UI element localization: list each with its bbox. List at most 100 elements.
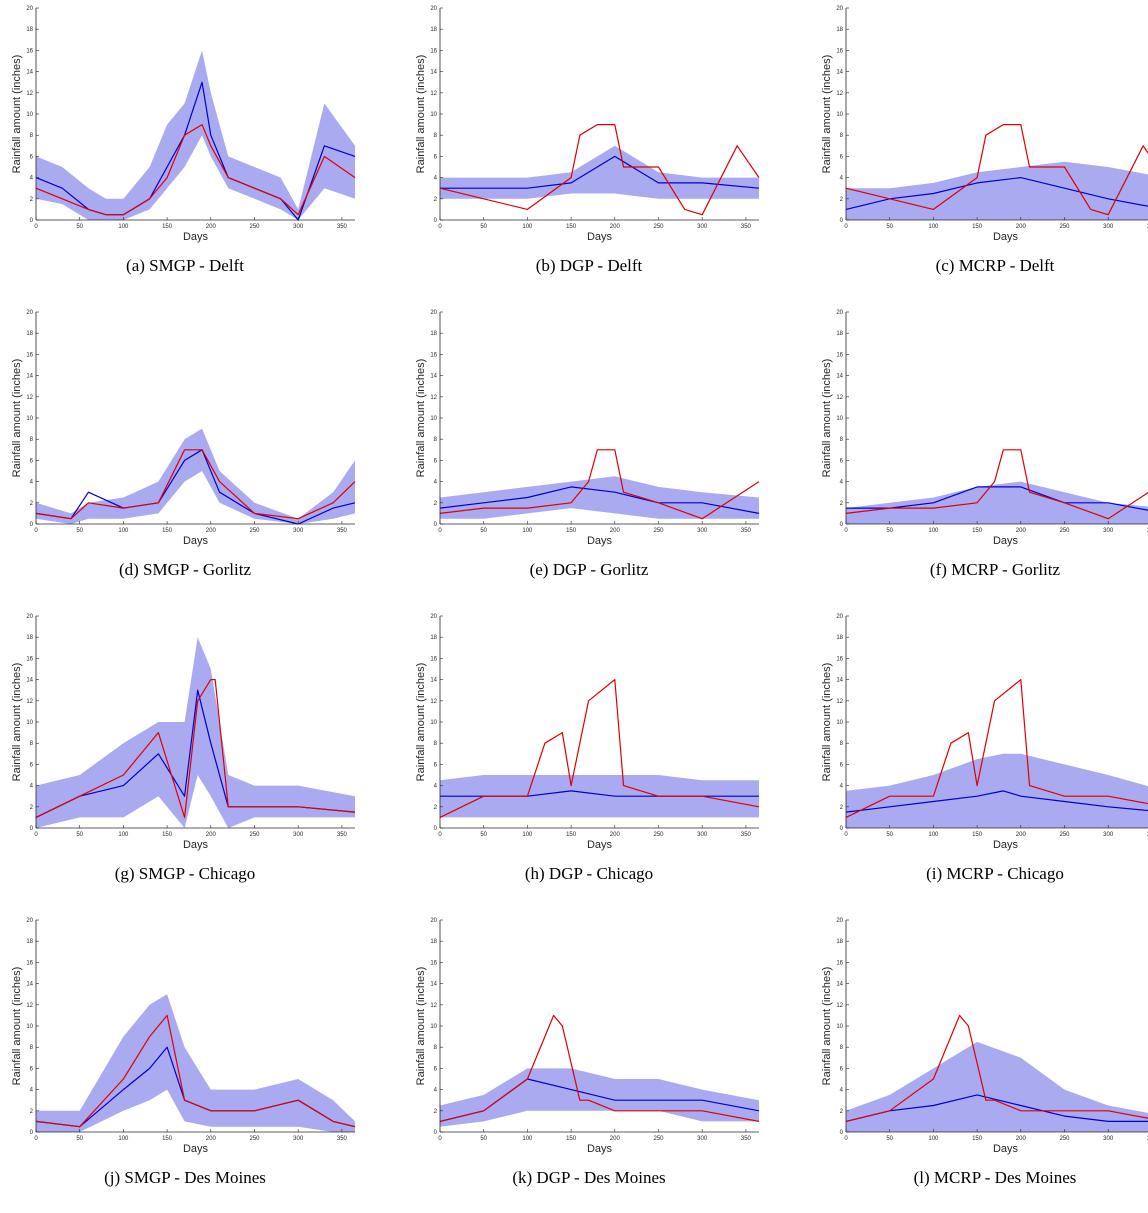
- x-tick-label: 350: [337, 832, 348, 838]
- y-tick-label: 12: [836, 91, 843, 97]
- y-axis-title: Rainfall amount (inches): [821, 663, 833, 782]
- x-tick-label: 350: [1147, 1136, 1148, 1142]
- x-tick-label: 50: [886, 224, 893, 230]
- x-tick-label: 350: [741, 224, 752, 230]
- x-tick-label: 300: [293, 224, 304, 230]
- y-tick-label: 10: [836, 416, 843, 422]
- x-tick-label: 250: [1059, 528, 1070, 534]
- y-tick-label: 20: [26, 614, 33, 620]
- y-tick-label: 16: [836, 48, 843, 54]
- y-tick-label: 14: [430, 70, 437, 76]
- observed-series-line: [439, 449, 760, 520]
- y-tick-label: 4: [434, 176, 438, 182]
- y-tick-label: 2: [30, 805, 34, 811]
- x-tick-label: 200: [206, 224, 217, 230]
- y-tick-label: 14: [836, 982, 843, 988]
- chart-svg: 02468101214161820050100150200250300350Da…: [821, 918, 1148, 1155]
- x-tick-label: 350: [337, 528, 348, 534]
- y-tick-label: 6: [30, 762, 34, 768]
- mean-series-line: [845, 1094, 1148, 1122]
- y-tick-label: 4: [434, 1088, 438, 1094]
- x-axis-title: Days: [587, 1143, 613, 1155]
- x-tick-label: 250: [653, 832, 664, 838]
- y-tick-label: 6: [30, 154, 34, 160]
- observed-series-line: [35, 678, 356, 818]
- x-tick-label: 150: [566, 224, 577, 230]
- y-tick-label: 6: [840, 1066, 844, 1072]
- y-tick-label: 4: [840, 784, 844, 790]
- x-tick-label: 50: [886, 1136, 893, 1142]
- x-tick-label: 100: [928, 832, 939, 838]
- mean-series-line: [846, 486, 1148, 511]
- y-tick-label: 18: [836, 331, 843, 337]
- y-tick-label: 0: [840, 522, 844, 528]
- x-tick-label: 200: [610, 528, 621, 534]
- x-axis-title: Days: [993, 1143, 1019, 1155]
- chart-panel: 02468101214161820050100150200250300350Da…: [810, 608, 1148, 909]
- y-tick-label: 18: [430, 331, 437, 337]
- x-tick-label: 50: [480, 832, 487, 838]
- x-axis-title: Days: [993, 535, 1019, 547]
- x-tick-label: 50: [76, 1136, 83, 1142]
- x-tick-label: 0: [34, 832, 38, 838]
- y-tick-label: 18: [430, 939, 437, 945]
- x-tick-label: 50: [886, 528, 893, 534]
- x-tick-label: 100: [118, 224, 129, 230]
- y-tick-label: 14: [430, 374, 437, 380]
- y-tick-label: 2: [434, 805, 438, 811]
- y-tick-label: 20: [430, 614, 437, 620]
- x-axis-title: Days: [183, 231, 209, 243]
- y-tick-label: 14: [836, 678, 843, 684]
- y-tick-label: 18: [26, 939, 33, 945]
- y-tick-label: 4: [30, 1088, 34, 1094]
- x-tick-label: 50: [76, 528, 83, 534]
- chart-svg: 02468101214161820050100150200250300350Da…: [821, 310, 1148, 547]
- y-axis-title: Rainfall amount (inches): [415, 55, 427, 174]
- y-tick-label: 0: [30, 218, 34, 224]
- mean-series-line: [439, 486, 760, 514]
- x-tick-label: 100: [522, 528, 533, 534]
- uncertainty-band: [846, 1041, 1148, 1132]
- y-tick-label: 2: [434, 197, 438, 203]
- y-tick-label: 2: [840, 197, 844, 203]
- y-tick-label: 4: [30, 784, 34, 790]
- x-tick-label: 350: [741, 528, 752, 534]
- y-tick-label: 16: [836, 656, 843, 662]
- chart-caption: (j) SMGP - Des Moines: [104, 1168, 266, 1187]
- x-tick-label: 150: [566, 832, 577, 838]
- x-tick-label: 100: [118, 528, 129, 534]
- mean-series-line: [440, 155, 760, 189]
- y-axis-title: Rainfall amount (inches): [821, 359, 833, 478]
- x-tick-label: 350: [1147, 528, 1148, 534]
- x-tick-label: 0: [844, 224, 848, 230]
- uncertainty-band: [36, 637, 355, 828]
- y-tick-label: 10: [430, 720, 437, 726]
- chart-panel: 02468101214161820050100150200250300350Da…: [810, 912, 1148, 1213]
- y-tick-label: 12: [26, 1003, 33, 1009]
- y-tick-label: 0: [840, 826, 844, 832]
- uncertainty-band: [846, 481, 1148, 524]
- y-tick-label: 4: [840, 176, 844, 182]
- y-tick-label: 6: [30, 1066, 34, 1072]
- x-axis-title: Days: [183, 1143, 209, 1155]
- y-axis-title: Rainfall amount (inches): [11, 967, 23, 1086]
- y-tick-label: 14: [430, 982, 437, 988]
- x-tick-label: 200: [206, 832, 217, 838]
- y-tick-label: 0: [840, 1130, 844, 1136]
- x-tick-label: 250: [1059, 1136, 1070, 1142]
- x-tick-label: 300: [1103, 528, 1114, 534]
- x-tick-label: 150: [972, 528, 983, 534]
- y-tick-label: 10: [26, 720, 33, 726]
- x-tick-label: 150: [566, 528, 577, 534]
- x-tick-label: 200: [610, 1136, 621, 1142]
- x-tick-label: 50: [480, 1136, 487, 1142]
- x-tick-label: 100: [118, 1136, 129, 1142]
- chart-caption: (c) MCRP - Delft: [935, 256, 1055, 275]
- x-tick-label: 0: [438, 1136, 442, 1142]
- uncertainty-band: [846, 161, 1148, 220]
